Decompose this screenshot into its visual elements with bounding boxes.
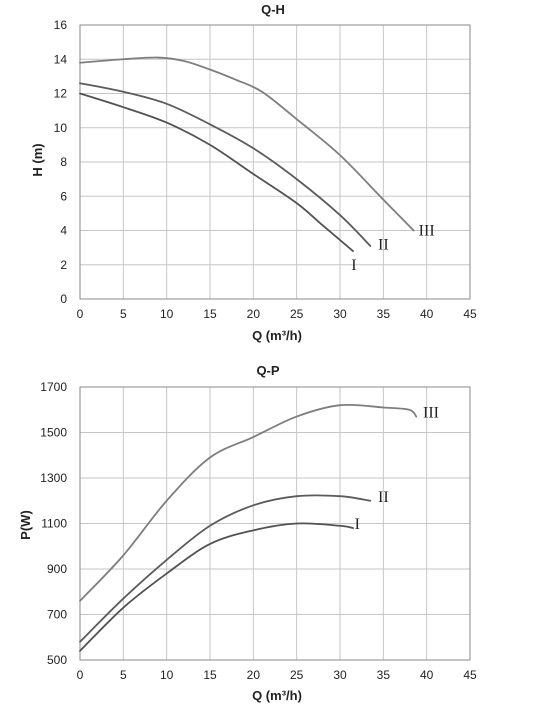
qh-x-tick-label: 15	[203, 307, 217, 321]
qh-y-axis-title: H (m)	[30, 143, 45, 176]
qh-y-tick-label: 4	[60, 224, 67, 238]
qp-curve-label-II: II	[378, 489, 389, 506]
qh-y-tick-label: 0	[60, 292, 67, 306]
qh-curve-III	[79, 56, 415, 232]
qh-ticks: 0 5 10 15 20 25 30 35 40 45 0 2 4 6 8 10 12 14 16	[54, 18, 477, 321]
qp-x-tick-label: 20	[247, 668, 261, 682]
qh-x-axis-title: Q (m³/h)	[252, 328, 302, 343]
qh-y-tick-label: 8	[60, 155, 67, 169]
qh-chart: Q-H Q (m³/h) H (m) 0 5 10 15 20 25 30 35 40 45 0 2 4…	[30, 2, 477, 343]
qp-gridlines	[79, 386, 471, 661]
qp-y-tick-label: 900	[47, 562, 67, 576]
qh-x-tick-label: 25	[290, 307, 304, 321]
qp-x-tick-label: 10	[160, 668, 174, 682]
qp-curve-label-I: I	[355, 516, 360, 533]
qh-x-tick-label: 0	[77, 307, 84, 321]
qp-y-tick-label: 1100	[41, 517, 67, 531]
qp-x-tick-label: 35	[377, 668, 391, 682]
qh-x-tick-label: 35	[377, 307, 391, 321]
qh-x-tick-label: 40	[420, 307, 434, 321]
qp-x-tick-label: 5	[120, 668, 127, 682]
qh-x-tick-label: 20	[247, 307, 261, 321]
qh-curve-label-II: II	[378, 236, 389, 253]
qp-plot-frame	[79, 386, 471, 661]
qp-x-tick-label: 45	[463, 668, 477, 682]
qp-title: Q-P	[256, 363, 279, 378]
qp-curve-II	[79, 494, 372, 643]
qh-curve-II	[79, 82, 372, 247]
qp-x-tick-label: 40	[420, 668, 434, 682]
qp-curve-III	[79, 403, 418, 602]
qh-series-group	[79, 56, 415, 252]
qh-curve-I	[79, 92, 354, 252]
qp-y-tick-label: 1700	[40, 380, 67, 394]
qh-y-tick-label: 14	[54, 52, 68, 66]
qh-x-tick-label: 5	[120, 307, 127, 321]
qh-y-tick-label: 12	[54, 87, 68, 101]
qh-curve-label-III: III	[419, 223, 435, 240]
qh-y-tick-label: 16	[54, 18, 68, 32]
qh-x-tick-label: 10	[160, 307, 174, 321]
qp-curve-I	[79, 522, 354, 652]
qp-ticks: 0 5 10 15 20 25 30 35 40 45 500 700 900 1100 1300 1500 1…	[40, 380, 477, 682]
qh-x-tick-label: 45	[463, 307, 477, 321]
qp-x-axis-title: Q (m³/h)	[252, 688, 302, 703]
qp-curve-label-III: III	[423, 405, 439, 422]
qp-x-tick-label: 25	[290, 668, 304, 682]
qp-y-tick-label: 1300	[40, 471, 67, 485]
qh-plot-frame	[79, 24, 471, 300]
qh-y-tick-label: 6	[60, 189, 67, 203]
qp-y-tick-label: 700	[47, 608, 67, 622]
qp-y-axis-title: P(W)	[18, 510, 33, 540]
qp-x-tick-label: 0	[77, 668, 84, 682]
qh-x-tick-label: 30	[333, 307, 347, 321]
qh-title: Q-H	[261, 2, 285, 17]
qh-curve-label-I: I	[351, 257, 356, 274]
qp-y-tick-label: 1500	[40, 426, 67, 440]
qp-x-tick-label: 30	[333, 668, 347, 682]
qp-x-tick-label: 15	[203, 668, 217, 682]
qp-series-group	[79, 403, 418, 652]
qp-chart: Q-P Q (m³/h) P(W) 0 5 10 15 20 25 30 35 40 45 500 7…	[18, 363, 477, 703]
qh-y-tick-label: 10	[54, 121, 68, 135]
qp-y-tick-label: 500	[47, 653, 67, 667]
qh-y-tick-label: 2	[60, 258, 67, 272]
